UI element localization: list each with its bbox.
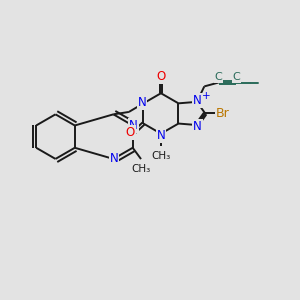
Text: +: + xyxy=(202,91,210,101)
Text: N: N xyxy=(129,119,138,132)
Text: O: O xyxy=(126,126,135,139)
Text: N: N xyxy=(193,120,202,133)
Text: N: N xyxy=(138,96,146,109)
Text: Br: Br xyxy=(216,107,230,120)
Text: CH₃: CH₃ xyxy=(132,164,151,174)
Text: N: N xyxy=(193,94,202,106)
Text: C: C xyxy=(232,72,240,82)
Text: CH₃: CH₃ xyxy=(151,151,171,160)
Text: C: C xyxy=(215,72,223,82)
Text: N: N xyxy=(157,129,165,142)
Text: O: O xyxy=(156,70,166,83)
Text: N: N xyxy=(110,152,118,165)
